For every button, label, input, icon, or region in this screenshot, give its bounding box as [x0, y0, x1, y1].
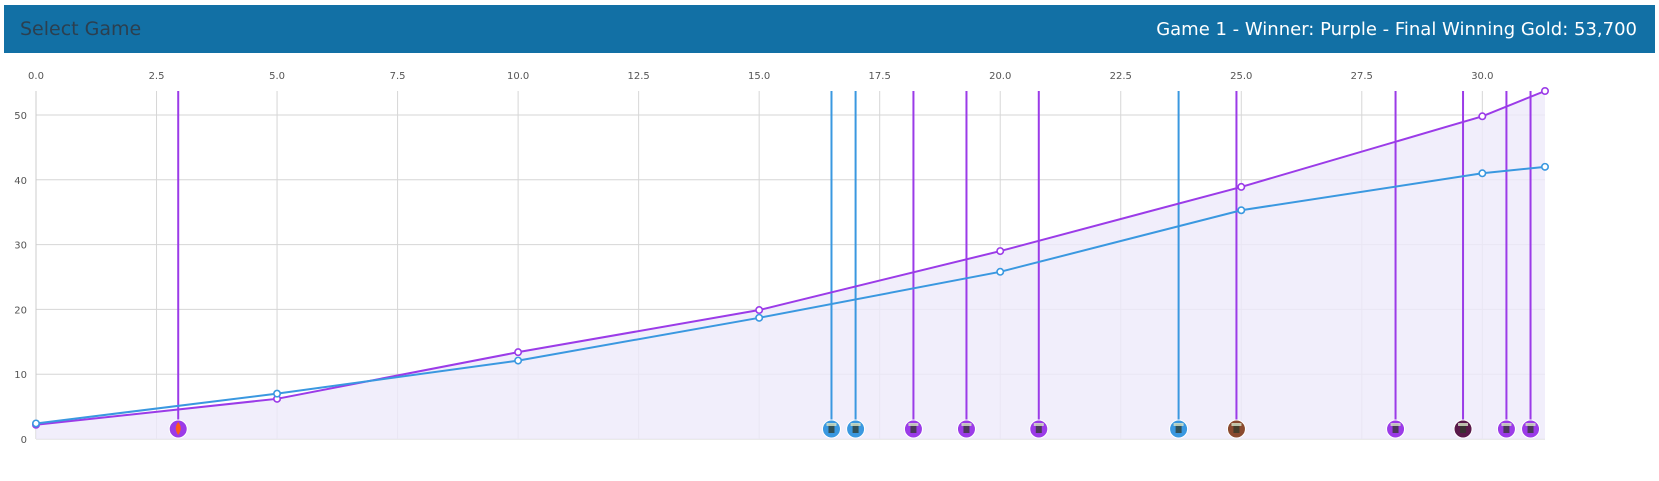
tower-glyph-top	[850, 423, 861, 426]
area-under-series	[36, 91, 1545, 439]
tower-glyph	[1233, 424, 1240, 433]
data-point	[1478, 169, 1487, 178]
data-point	[996, 267, 1005, 276]
series-lines	[35, 90, 1546, 426]
x-tick-label: 12.5	[628, 71, 650, 82]
data-point	[755, 306, 764, 315]
y-tick-label: 0	[21, 435, 27, 446]
x-tick-label: 2.5	[149, 71, 165, 82]
tower-glyph-top	[1390, 423, 1401, 426]
event-markers	[168, 91, 1541, 439]
tower-glyph-top	[1033, 423, 1044, 426]
x-tick-label: 5.0	[269, 71, 285, 82]
y-axis-ticks: 0 10 20 30 40 50	[14, 111, 27, 446]
data-point	[514, 348, 523, 357]
header-bar: Select Game Game 1 - Winner: Purple - Fi…	[4, 5, 1655, 53]
x-tick-label: 15.0	[748, 71, 770, 82]
data-point	[1237, 206, 1246, 215]
x-tick-label: 25.0	[1230, 71, 1252, 82]
area-fill	[36, 91, 1545, 439]
data-point	[31, 419, 40, 428]
flame-glyph	[175, 422, 181, 435]
tower-glyph-top	[1173, 423, 1184, 426]
y-tick-label: 20	[14, 305, 27, 316]
tower-glyph	[1175, 424, 1182, 433]
y-tick-label: 40	[14, 176, 27, 187]
data-point	[514, 356, 523, 365]
tower-glyph	[852, 424, 859, 433]
tower-glyph	[1035, 424, 1042, 433]
data-point	[1237, 182, 1246, 191]
data-point	[1478, 112, 1487, 121]
tower-glyph-top	[1525, 423, 1536, 426]
data-point	[755, 313, 764, 322]
x-tick-label: 30.0	[1471, 71, 1493, 82]
x-tick-label: 7.5	[390, 71, 406, 82]
select-game-button[interactable]: Select Game	[20, 18, 142, 40]
y-tick-label: 30	[14, 241, 27, 252]
data-point	[996, 247, 1005, 256]
tower-glyph	[1460, 424, 1467, 433]
tower-glyph	[1503, 424, 1510, 433]
data-point	[273, 389, 282, 398]
gold-chart-svg: 0.0 2.5 5.0 7.5 10.0 12.5 15.0 17.5 20.0 22.5 25.0…	[14, 71, 1550, 446]
x-tick-label: 10.0	[507, 71, 529, 82]
tower-glyph	[1527, 424, 1534, 433]
tower-glyph	[1392, 424, 1399, 433]
x-axis-ticks: 0.0 2.5 5.0 7.5 10.0 12.5 15.0 17.5 20.0 22.5 25.0…	[28, 71, 1493, 82]
tower-glyph-top	[1231, 423, 1242, 426]
series-points	[31, 86, 1550, 429]
x-tick-label: 27.5	[1351, 71, 1373, 82]
tower-glyph	[963, 424, 970, 433]
x-tick-label: 17.5	[869, 71, 891, 82]
tower-glyph	[828, 424, 835, 433]
game-title: Game 1 - Winner: Purple - Final Winning …	[1156, 18, 1637, 40]
x-tick-label: 22.5	[1110, 71, 1132, 82]
tower-glyph-top	[826, 423, 837, 426]
tower-glyph-top	[1501, 423, 1512, 426]
gold-chart: 0.0 2.5 5.0 7.5 10.0 12.5 15.0 17.5 20.0 22.5 25.0…	[0, 53, 1659, 477]
tower-glyph	[910, 424, 917, 433]
series-line-0	[35, 90, 1546, 426]
y-tick-label: 10	[14, 370, 27, 381]
data-point	[1541, 162, 1550, 171]
series-line-1	[35, 165, 1546, 425]
tower-glyph-top	[1458, 423, 1469, 426]
data-point	[1541, 86, 1550, 95]
y-tick-label: 50	[14, 111, 27, 122]
tower-glyph-top	[908, 423, 919, 426]
tower-glyph-top	[961, 423, 972, 426]
x-tick-label: 20.0	[989, 71, 1011, 82]
x-tick-label: 0.0	[28, 71, 44, 82]
